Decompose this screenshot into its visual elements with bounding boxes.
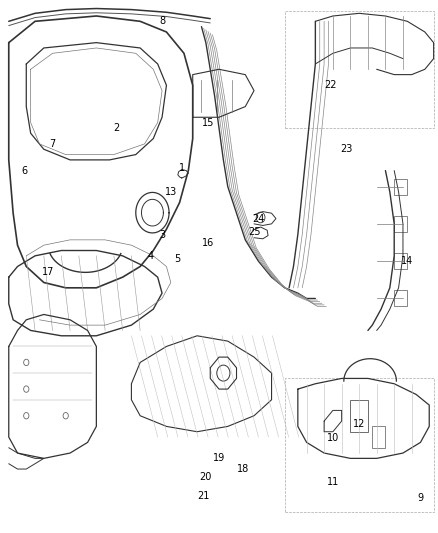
Text: 25: 25 <box>248 227 260 237</box>
Text: 4: 4 <box>148 251 154 261</box>
Text: 22: 22 <box>325 80 337 90</box>
Bar <box>372 426 385 448</box>
Text: 12: 12 <box>353 419 365 429</box>
Text: 2: 2 <box>113 123 119 133</box>
Bar <box>350 400 368 432</box>
Text: 16: 16 <box>202 238 214 247</box>
Text: 20: 20 <box>200 472 212 482</box>
Text: 13: 13 <box>165 187 177 197</box>
Text: 9: 9 <box>417 494 424 503</box>
Text: 8: 8 <box>159 17 165 26</box>
Bar <box>394 290 407 306</box>
Text: 3: 3 <box>159 230 165 239</box>
Text: 10: 10 <box>327 433 339 443</box>
Bar <box>394 216 407 232</box>
Text: 6: 6 <box>21 166 27 175</box>
Bar <box>394 179 407 195</box>
Text: 24: 24 <box>252 214 265 223</box>
Text: 11: 11 <box>327 478 339 487</box>
Text: 7: 7 <box>49 139 56 149</box>
Text: 17: 17 <box>42 267 54 277</box>
Text: 14: 14 <box>401 256 413 266</box>
Text: 5: 5 <box>174 254 180 263</box>
Text: 21: 21 <box>198 491 210 500</box>
Bar <box>394 253 407 269</box>
Text: 1: 1 <box>179 163 185 173</box>
Text: 19: 19 <box>213 454 225 463</box>
Text: 15: 15 <box>202 118 214 127</box>
Text: 23: 23 <box>340 144 352 154</box>
Text: 18: 18 <box>237 464 249 474</box>
